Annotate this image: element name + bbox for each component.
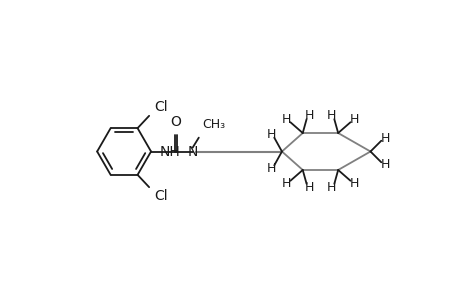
Text: Cl: Cl	[154, 100, 168, 113]
Text: H: H	[326, 181, 335, 194]
Text: H: H	[380, 132, 389, 145]
Text: O: O	[170, 115, 181, 129]
Text: H: H	[349, 177, 358, 190]
Text: Cl: Cl	[154, 190, 168, 203]
Text: H: H	[266, 162, 275, 175]
Text: H: H	[326, 109, 335, 122]
Text: H: H	[304, 109, 313, 122]
Text: H: H	[266, 128, 275, 141]
Text: H: H	[304, 181, 313, 194]
Text: H: H	[349, 113, 358, 126]
Text: CH₃: CH₃	[202, 118, 224, 131]
Text: NH: NH	[159, 145, 180, 158]
Text: N: N	[187, 145, 197, 158]
Text: H: H	[281, 113, 291, 126]
Text: H: H	[281, 177, 291, 190]
Text: H: H	[380, 158, 389, 171]
